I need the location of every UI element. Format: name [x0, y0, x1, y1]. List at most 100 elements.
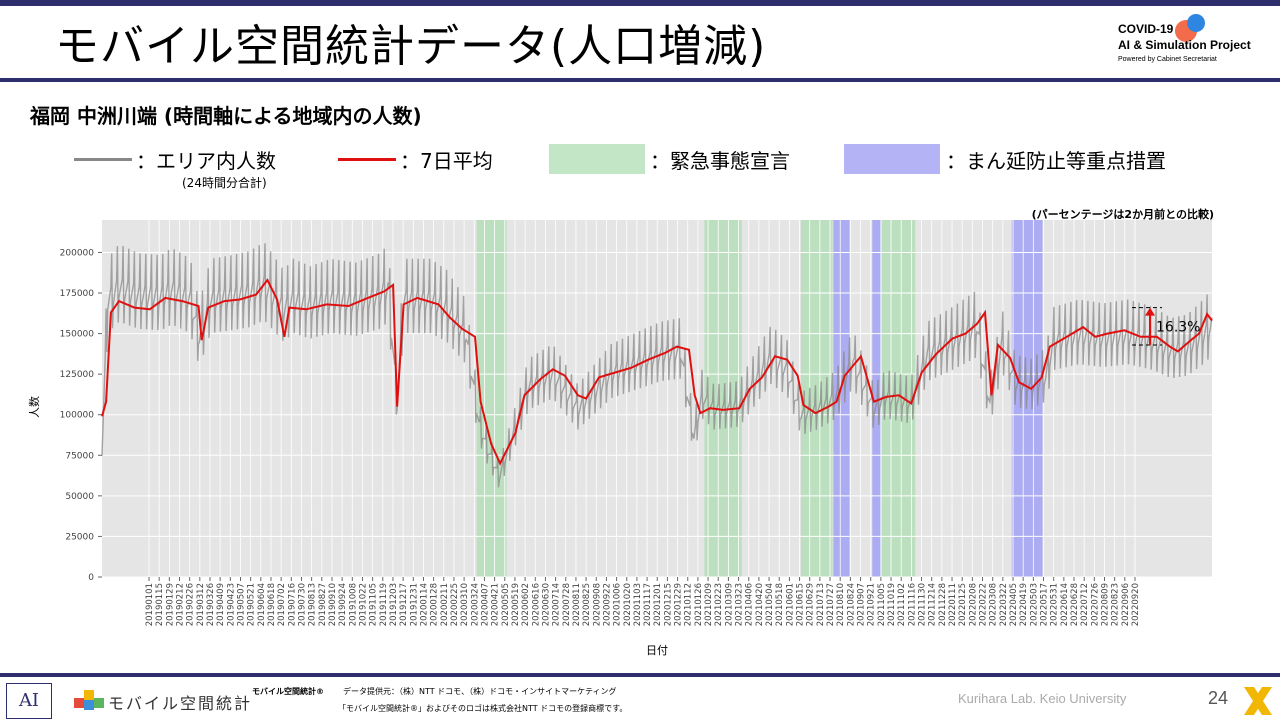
x-tick-label: 20190115	[155, 583, 165, 626]
footer-tm: モバイル空間統計®	[252, 687, 324, 696]
y-tick-label: 175000	[60, 289, 95, 299]
x-tick-label: 20200616	[531, 583, 541, 626]
x-logo-icon	[1244, 687, 1272, 715]
footer-lab: Kurihara Lab. Keio University	[958, 691, 1127, 706]
brand-line1: COVID-19	[1118, 22, 1174, 36]
x-tick-label: 20200421	[491, 583, 501, 626]
x-tick-label: 20201117	[643, 583, 653, 626]
x-tick-label: 20191008	[348, 583, 358, 626]
footer: AI モバイル空間統計 モバイル空間統計® データ提供元：（株）NTT ドコモ、…	[0, 680, 1280, 720]
legend-green-label: ：緊急事態宣言	[650, 149, 790, 173]
x-tick-label: 20220920	[1131, 583, 1141, 626]
x-tick-label: 20190326	[206, 583, 216, 626]
legend-green-swatch	[549, 144, 645, 174]
x-tick-label: 20200811	[572, 583, 582, 626]
x-tick-label: 20190212	[175, 583, 185, 626]
x-tick-label: 20210921	[867, 583, 877, 626]
x-tick-label: 20220222	[979, 583, 989, 626]
x-tick-label: 20190507	[236, 583, 246, 626]
x-tick-label: 20200630	[541, 583, 551, 626]
x-tick-label: 20220125	[958, 583, 968, 626]
x-tick-label: 20210406	[745, 583, 755, 626]
x-tick-label: 20190702	[277, 583, 287, 626]
x-tick-label: 20200728	[562, 583, 572, 626]
x-tick-label: 20190827	[318, 583, 328, 626]
x-tick-label: 20190813	[308, 583, 318, 626]
x-tick-label: 20201020	[623, 583, 633, 626]
x-tick-label: 20210126	[694, 583, 704, 626]
x-tick-label: 20210420	[755, 583, 765, 626]
x-tick-label: 20200407	[480, 583, 490, 626]
brand-line2: AI & Simulation Project	[1118, 38, 1251, 52]
x-tick-label: 20220308	[989, 583, 999, 626]
x-tick-label: 20220614	[1060, 583, 1070, 626]
y-tick-label: 0	[88, 573, 94, 583]
x-tick-label: 20220823	[1111, 583, 1121, 626]
page-title: モバイル空間統計データ(人口増減)	[55, 21, 767, 72]
x-tick-label: 20210209	[704, 583, 714, 626]
y-tick-label: 50000	[65, 492, 94, 502]
y-axis-label: 人数	[28, 396, 41, 418]
x-tick-label: 20200602	[521, 583, 531, 626]
x-tick-label: 20190409	[216, 583, 226, 626]
x-tick-label: 20190101	[145, 583, 155, 626]
annotation-label: 16.3%	[1156, 319, 1200, 335]
brand-line3: Powered by Cabinet Secretariat	[1118, 56, 1217, 63]
x-tick-label: 20211130	[918, 583, 928, 626]
x-tick-label: 20220405	[1009, 583, 1019, 626]
x-tick-label: 20191022	[358, 583, 368, 626]
x-tick-label: 20201229	[674, 583, 684, 626]
chart-note: (パーセンテージは2か月前との比較)	[1032, 207, 1214, 221]
x-tick-label: 20200922	[602, 583, 612, 626]
x-tick-label: 20200114	[419, 583, 429, 626]
x-tick-label: 20220322	[999, 583, 1009, 626]
top-bar	[0, 0, 1280, 6]
x-tick-label: 20211228	[938, 583, 948, 626]
y-tick-label: 125000	[60, 370, 95, 380]
emergency-period-0	[476, 220, 507, 577]
legend-blue-swatch	[844, 144, 940, 174]
x-tick-label: 20211019	[887, 583, 897, 626]
x-tick-label: 20210810	[836, 583, 846, 626]
legend-blue-label: ：まん延防止等重点措置	[946, 149, 1166, 173]
x-tick-label: 20220726	[1090, 583, 1100, 626]
x-tick-label: 20211005	[877, 583, 887, 626]
priority-measure-period-0	[833, 220, 850, 577]
x-tick-label: 20220531	[1050, 583, 1060, 626]
legend-gray-swatch	[74, 158, 132, 161]
x-tick-label: 20200714	[552, 583, 562, 626]
x-tick-label: 20210223	[714, 583, 724, 626]
x-tick-label: 20210323	[735, 583, 745, 626]
chart-subtitle: 福岡 中洲川端 (時間軸による地域内の人数)	[30, 104, 422, 128]
x-tick-label: 20190716	[287, 583, 297, 626]
page-number: 24	[1208, 688, 1229, 708]
y-tick-label: 150000	[60, 330, 95, 340]
footer-divider	[0, 673, 1280, 677]
mobile-logo-text: モバイル空間統計	[108, 694, 253, 713]
legend-red-label: ：7日平均	[400, 149, 493, 173]
x-tick-label: 20200310	[460, 583, 470, 626]
x-tick-label: 20210601	[785, 583, 795, 626]
x-tick-label: 20220419	[1019, 583, 1029, 626]
x-tick-label: 20210629	[806, 583, 816, 626]
x-tick-label: 20220712	[1080, 583, 1090, 626]
cubes-logo-icon	[74, 690, 104, 710]
x-tick-label: 20210309	[724, 583, 734, 626]
x-tick-label: 20200211	[440, 583, 450, 626]
x-tick-label: 20190226	[186, 583, 196, 626]
x-tick-label: 20190730	[297, 583, 307, 626]
x-tick-label: 20190604	[257, 583, 267, 626]
footer-source: データ提供元：（株）NTT ドコモ、（株）ドコモ・インサイトマーケティング	[343, 687, 617, 696]
x-tick-label: 20191231	[409, 583, 419, 626]
x-tick-label: 20210907	[857, 583, 867, 626]
x-tick-label: 20200128	[430, 583, 440, 626]
x-tick-label: 20211102	[897, 583, 907, 626]
x-tick-label: 20200225	[450, 583, 460, 626]
x-tick-label: 20190910	[328, 583, 338, 626]
x-tick-label: 20201006	[613, 583, 623, 626]
brand-block: COVID-19 AI & Simulation Project Powered…	[1118, 22, 1278, 63]
x-tick-label: 20211214	[928, 583, 938, 626]
y-tick-label: 200000	[60, 248, 95, 258]
y-tick-label: 25000	[65, 532, 94, 542]
x-tick-label: 20210713	[816, 583, 826, 626]
